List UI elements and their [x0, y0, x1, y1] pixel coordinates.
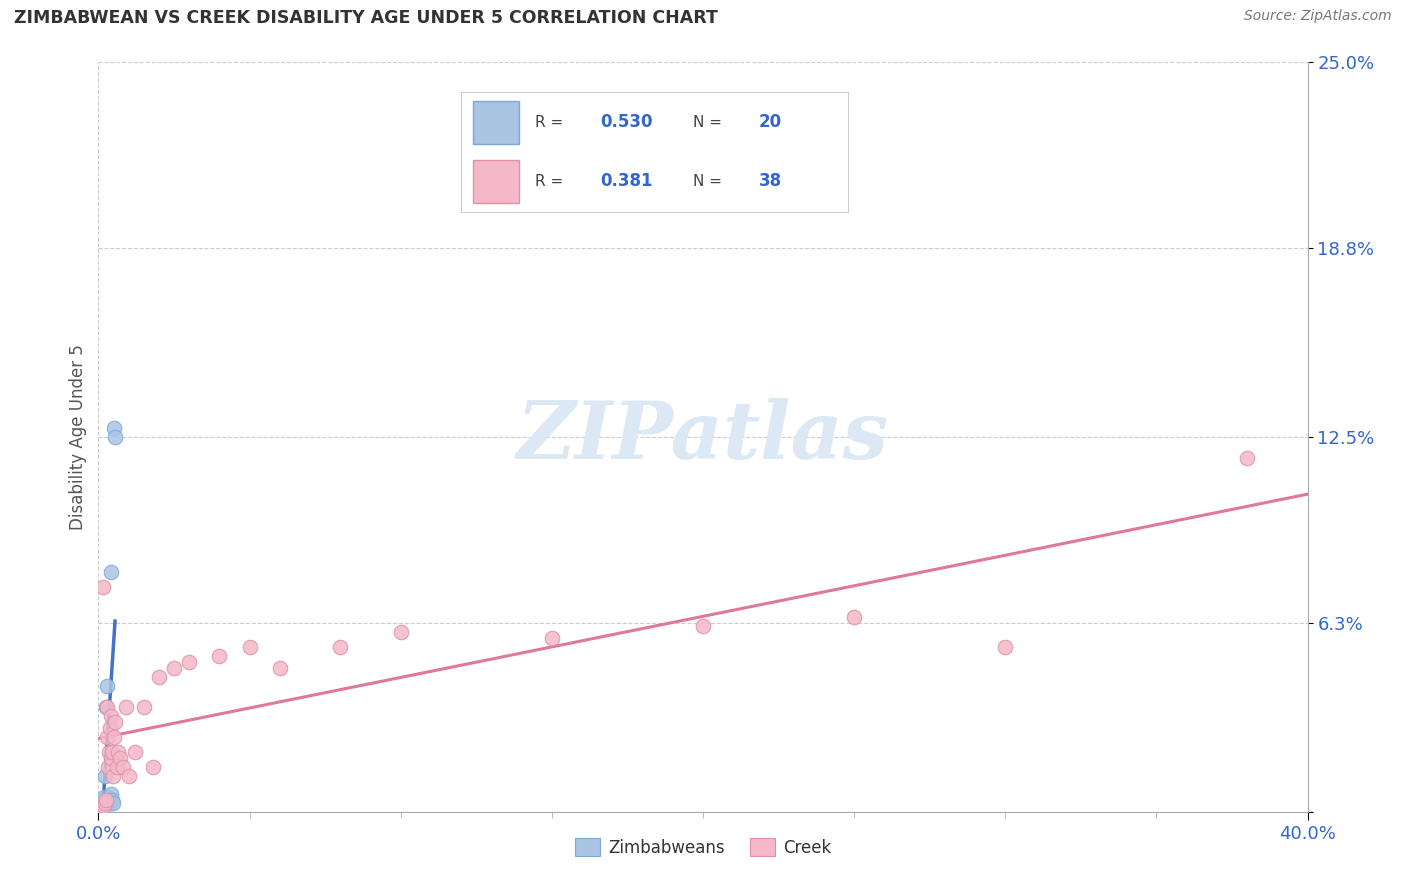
Point: [89, 802, 111, 816]
Point: [103, 730, 125, 744]
Point: [1236, 451, 1258, 466]
Point: [100, 787, 122, 801]
Point: [104, 430, 127, 444]
Point: [269, 661, 291, 675]
Point: [389, 624, 412, 639]
Legend: Zimbabweans, Creek: Zimbabweans, Creek: [568, 832, 838, 863]
Point: [96, 679, 118, 693]
Point: [98, 745, 121, 759]
Point: [90, 798, 112, 813]
Point: [540, 631, 562, 645]
Point: [208, 648, 231, 663]
Point: [93, 789, 115, 804]
Point: [101, 793, 124, 807]
Point: [104, 714, 127, 729]
Point: [93, 793, 115, 807]
Point: [101, 796, 124, 810]
Point: [91, 796, 114, 810]
Point: [100, 708, 122, 723]
Point: [96, 730, 118, 744]
Point: [103, 421, 125, 435]
Point: [94, 699, 117, 714]
Text: Source: ZipAtlas.com: Source: ZipAtlas.com: [1244, 9, 1392, 23]
Point: [142, 760, 165, 774]
Point: [124, 745, 146, 759]
Point: [114, 699, 136, 714]
Point: [90, 802, 112, 816]
Point: [239, 640, 262, 654]
Point: [98, 793, 121, 807]
Point: [994, 640, 1017, 654]
Point: [90, 796, 112, 810]
Point: [329, 640, 352, 654]
Point: [98, 721, 121, 735]
Point: [97, 789, 120, 804]
Y-axis label: Disability Age Under 5: Disability Age Under 5: [69, 344, 87, 530]
Point: [100, 751, 122, 765]
Point: [105, 760, 128, 774]
Point: [91, 798, 114, 813]
Point: [148, 670, 170, 684]
Point: [94, 769, 117, 783]
Point: [179, 655, 201, 669]
Point: [93, 798, 115, 813]
Point: [118, 769, 141, 783]
Point: [107, 745, 129, 759]
Point: [692, 619, 714, 633]
Point: [100, 565, 122, 579]
Point: [98, 796, 121, 810]
Point: [94, 796, 117, 810]
Point: [163, 661, 186, 675]
Point: [101, 745, 124, 759]
Point: [96, 796, 118, 810]
Point: [132, 699, 155, 714]
Point: [101, 769, 124, 783]
Point: [97, 760, 120, 774]
Point: [94, 793, 117, 807]
Point: [111, 760, 134, 774]
Point: [844, 610, 866, 624]
Point: [91, 580, 114, 594]
Point: [96, 699, 118, 714]
Text: ZIPatlas: ZIPatlas: [517, 399, 889, 475]
Text: ZIMBABWEAN VS CREEK DISABILITY AGE UNDER 5 CORRELATION CHART: ZIMBABWEAN VS CREEK DISABILITY AGE UNDER…: [14, 9, 718, 27]
Point: [108, 751, 131, 765]
